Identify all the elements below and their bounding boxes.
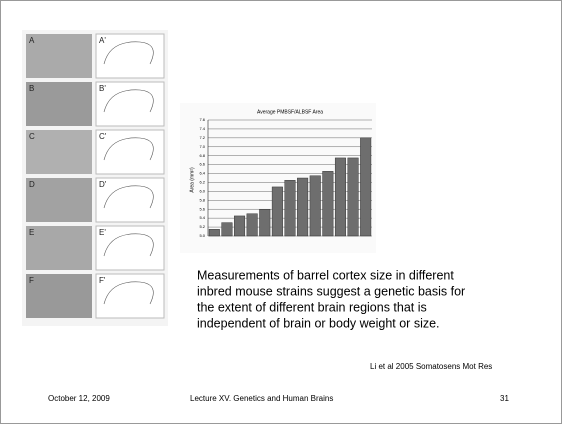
y-tick-label: 5.4 <box>199 215 205 220</box>
panel-label: C' <box>99 132 107 141</box>
bar <box>272 187 283 236</box>
panel-label: F <box>29 276 34 285</box>
drawing <box>96 274 164 318</box>
bar <box>234 216 245 236</box>
y-tick-label: 6.0 <box>199 188 205 193</box>
y-tick-label: 6.4 <box>199 171 205 176</box>
y-tick-label: 5.8 <box>199 197 205 202</box>
bar <box>222 223 233 236</box>
panel-label: C <box>29 132 35 141</box>
slide: Measurements of barrel cortex size in di… <box>0 0 562 424</box>
panel-label: E <box>29 228 34 237</box>
drawing <box>96 226 164 270</box>
bar <box>247 214 258 236</box>
caption-line: independent of brain or body weight or s… <box>197 316 440 330</box>
y-tick-label: 6.2 <box>199 180 205 185</box>
photo <box>26 226 92 270</box>
y-tick-label: 5.2 <box>199 224 205 229</box>
bar <box>297 178 308 236</box>
y-tick-label: 7.6 <box>199 117 205 122</box>
footer-title: Lecture XV. Genetics and Human Brains <box>190 394 333 403</box>
caption-line: Measurements of barrel cortex size in di… <box>197 268 454 282</box>
caption-line: inbred mouse strains suggest a genetic b… <box>197 284 465 298</box>
caption-line: the extent of different brain regions th… <box>197 300 427 314</box>
y-tick-label: 6.8 <box>199 153 205 158</box>
panel-label: D' <box>99 180 107 189</box>
photo <box>26 82 92 126</box>
drawing <box>96 34 164 78</box>
bar <box>209 229 220 236</box>
bar <box>285 180 296 236</box>
y-tick-label: 5.6 <box>199 206 205 211</box>
citation: Li et al 2005 Somatosens Mot Res <box>370 362 492 371</box>
panel-label: D <box>29 180 35 189</box>
panel-label: A' <box>99 36 106 45</box>
panel-label: F' <box>99 276 106 285</box>
bar <box>335 158 346 236</box>
panel-label: E' <box>99 228 106 237</box>
y-tick-label: 5.0 <box>199 233 205 238</box>
y-tick-label: 7.2 <box>199 135 205 140</box>
panel-label: B' <box>99 84 106 93</box>
chart-title: Average PMBSF/ALBSF Area <box>257 109 323 115</box>
footer-date: October 12, 2009 <box>48 394 110 403</box>
photo <box>26 34 92 78</box>
bar <box>310 176 321 236</box>
panel-label: A <box>29 36 35 45</box>
y-tick-label: 7.0 <box>199 144 205 149</box>
y-tick-label: 7.4 <box>199 126 205 131</box>
y-axis-label: Area (mm²) <box>189 167 195 193</box>
photo <box>26 274 92 318</box>
panel-label: B <box>29 84 34 93</box>
bar <box>259 209 270 236</box>
y-tick-label: 6.6 <box>199 162 205 167</box>
bar <box>348 158 359 236</box>
drawing <box>96 82 164 126</box>
photo <box>26 178 92 222</box>
bar <box>360 138 371 236</box>
page-number: 31 <box>500 394 509 403</box>
photo <box>26 130 92 174</box>
bar <box>323 171 334 236</box>
